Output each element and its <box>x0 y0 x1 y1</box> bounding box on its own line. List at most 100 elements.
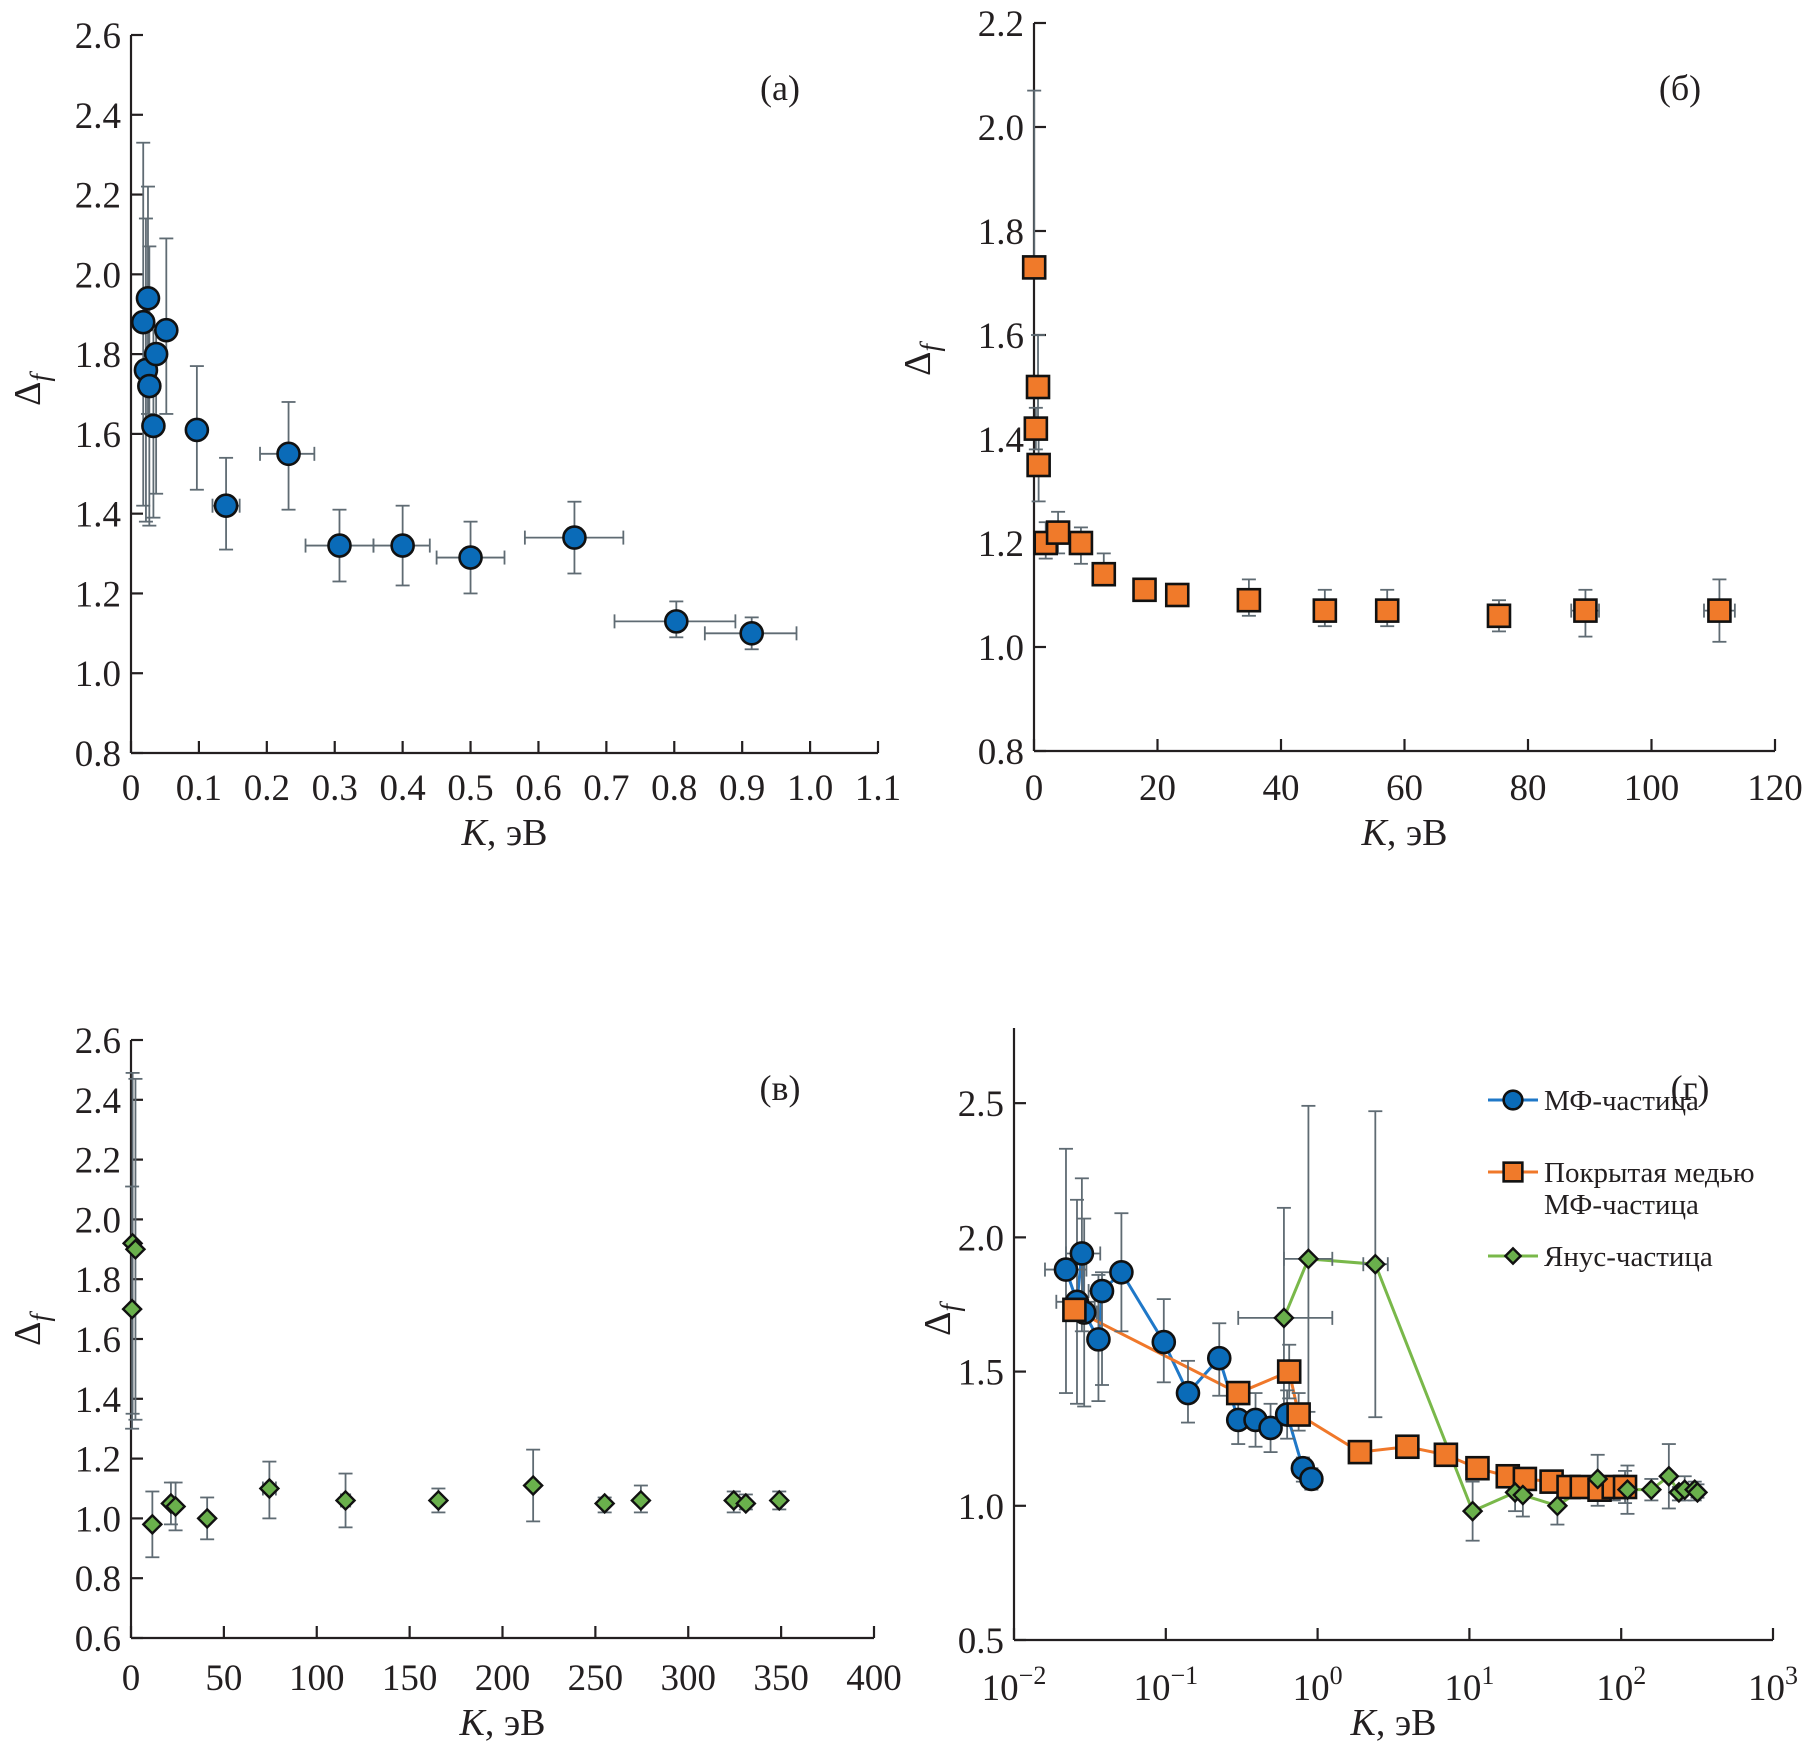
y-tick-label: 2.4 <box>75 96 121 137</box>
panel-b: 0 20 40 60 80 100 120 0.8 1.0 1.2 1.4 1.6 1.8 2.0 2.2 K… <box>897 4 1803 854</box>
y-tick-label: 1.4 <box>978 420 1024 461</box>
data-point-square <box>1573 598 1598 623</box>
x-tick-label: 0.9 <box>719 768 765 809</box>
data-point-diamond <box>121 1298 143 1320</box>
data-point-circle <box>562 525 587 550</box>
y-tick-label: 2.0 <box>978 108 1024 149</box>
legend-item: МФ-частица <box>1488 1085 1699 1117</box>
x-tick-label: 102 <box>1596 1661 1646 1709</box>
y-tick-label: 1.8 <box>978 212 1024 253</box>
data-point-square <box>1225 1380 1251 1406</box>
data-point-circle <box>1069 1241 1095 1266</box>
y-tick-label: 1.0 <box>75 1499 121 1540</box>
data-point-diamond <box>1546 1495 1569 1517</box>
data-point-circle <box>1175 1380 1201 1406</box>
x-tick-label: 0.6 <box>515 768 561 809</box>
data-point-diamond <box>334 1489 357 1512</box>
y-tick-label: 2.4 <box>75 1081 121 1122</box>
x-axis-label: K, эВ <box>1360 812 1447 854</box>
y-tick-label: 0.5 <box>958 1621 1004 1662</box>
data-point-circle <box>143 341 169 367</box>
data-point-diamond <box>1616 1478 1639 1501</box>
data-point-diamond <box>768 1489 790 1512</box>
y-tick-label: 2.2 <box>978 4 1024 45</box>
x-tick-label: 101 <box>1444 1661 1494 1709</box>
x-tick-label: 0.4 <box>380 768 426 809</box>
data-point-square <box>1132 577 1157 603</box>
data-point-circle <box>1258 1415 1283 1441</box>
x-tick-label: 0 <box>122 768 141 809</box>
y-axis-label: Δf <box>917 1301 965 1336</box>
data-point-circle <box>1299 1466 1324 1492</box>
y-tick-label: 1.6 <box>75 415 121 456</box>
data-point-square <box>1026 452 1051 478</box>
panel-label: (в) <box>760 1068 801 1108</box>
y-tick-label: 2.6 <box>75 16 121 57</box>
y-tick-label: 2.0 <box>75 255 121 296</box>
legend-marker-square <box>1502 1161 1524 1183</box>
x-tick-label: 40 <box>1263 768 1300 809</box>
panel-a: 0 0.1 0.2 0.3 0.4 0.5 0.6 0.7 0.8 0.9 1.0 1.1 0.8 1.0… <box>7 16 901 854</box>
x-tick-label: 50 <box>205 1658 242 1699</box>
y-tick-label: 1.6 <box>978 316 1024 357</box>
data-point-circle <box>1109 1259 1134 1285</box>
panel-label: (г) <box>1671 1068 1710 1108</box>
x-tick-label: 120 <box>1747 768 1803 809</box>
y-tick-label: 1.0 <box>978 628 1024 669</box>
x-tick-label: 0 <box>122 1658 141 1699</box>
x-tick-label: 103 <box>1748 1661 1798 1709</box>
data-point-circle <box>1053 1257 1079 1282</box>
data-point-diamond <box>593 1492 616 1515</box>
data-point-circle <box>1151 1329 1177 1355</box>
x-tick-label: 80 <box>1510 768 1547 809</box>
data-point-diamond <box>1364 1253 1387 1275</box>
data-point-square <box>1374 598 1400 623</box>
y-tick-label: 0.8 <box>978 732 1024 773</box>
x-tick-label: 100 <box>1624 768 1680 809</box>
y-tick-label: 1.2 <box>75 574 121 615</box>
x-tick-label: 60 <box>1386 768 1423 809</box>
data-point-circle <box>137 373 162 399</box>
error-bar <box>1027 89 1042 269</box>
data-point-diamond <box>1461 1500 1484 1522</box>
y-tick-label: 1.8 <box>75 1260 121 1301</box>
panel-label: (а) <box>760 68 800 108</box>
data-point-diamond <box>1586 1468 1609 1490</box>
y-tick-label: 1.8 <box>75 335 121 376</box>
data-point-diamond <box>1512 1484 1534 1506</box>
y-tick-label: 1.6 <box>75 1320 121 1361</box>
data-point-square <box>1023 416 1049 441</box>
y-tick-label: 1.5 <box>958 1353 1004 1394</box>
legend-marker-circle <box>1502 1089 1524 1111</box>
y-axis-label: Δf <box>7 371 55 406</box>
data-point-diamond <box>124 1238 147 1260</box>
data-point-square <box>1395 1434 1420 1460</box>
data-point-square <box>1045 520 1071 545</box>
data-point-diamond <box>1640 1478 1663 1501</box>
data-point-square <box>1062 1297 1087 1323</box>
data-point-square <box>1091 561 1117 587</box>
x-axis-label: K, эВ <box>1349 1702 1436 1744</box>
data-point-diamond <box>427 1489 450 1512</box>
data-point-diamond <box>1297 1248 1320 1270</box>
data-point-square <box>1025 374 1051 400</box>
x-tick-label: 200 <box>475 1658 531 1699</box>
x-tick-label: 300 <box>661 1658 717 1699</box>
data-point-square <box>1068 530 1094 556</box>
y-tick-label: 1.0 <box>958 1487 1004 1528</box>
data-point-diamond <box>1686 1481 1709 1504</box>
data-point-circle <box>1089 1278 1115 1304</box>
x-tick-label: 0.3 <box>312 768 358 809</box>
data-point-circle <box>327 533 352 558</box>
x-tick-label: 1.1 <box>855 768 901 809</box>
x-axis-label: K, эВ <box>458 1702 545 1744</box>
x-tick-label: 150 <box>382 1658 438 1699</box>
y-axis-label: Δf <box>7 1311 55 1346</box>
data-point-circle <box>213 493 239 518</box>
data-point-circle <box>739 621 764 646</box>
y-tick-label: 2.0 <box>958 1218 1004 1259</box>
panel-d: 10−2 10−1 100 101 102 103 0.5 1.0 1.5 2.0 2.5 K, эВ… <box>917 1028 1798 1744</box>
data-point-circle <box>390 533 415 558</box>
data-point-diamond <box>141 1513 164 1536</box>
